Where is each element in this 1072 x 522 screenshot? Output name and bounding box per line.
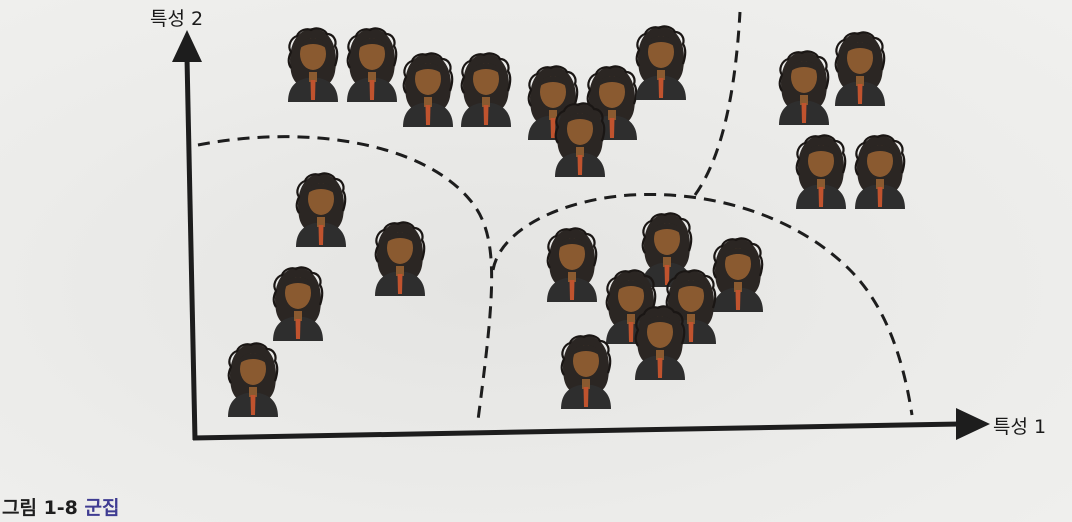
- figure-caption: 그림 1-8 군집: [2, 493, 120, 520]
- person-icon: [345, 26, 399, 104]
- figure-number: 그림 1-8: [2, 497, 78, 519]
- person-icon: [401, 51, 455, 129]
- y-axis: [172, 30, 202, 441]
- person-icon: [559, 333, 613, 411]
- cluster-top: [286, 24, 688, 179]
- person-icon: [633, 304, 687, 382]
- cluster-left: [226, 171, 427, 419]
- cluster-boundaries: [197, 11, 914, 421]
- person-icon: [853, 133, 907, 211]
- person-icon: [545, 226, 599, 304]
- cluster-middle: [545, 211, 765, 411]
- x-axis-label: 특성 1: [993, 416, 1047, 438]
- person-icon: [271, 265, 325, 343]
- boundary-top-right: [693, 11, 742, 196]
- cluster-right: [777, 30, 907, 211]
- person-icon: [634, 24, 688, 102]
- boundary-middle: [491, 192, 914, 416]
- y-axis-label: 특성 2: [150, 8, 204, 30]
- person-icon: [286, 26, 340, 104]
- person-icon: [226, 341, 280, 419]
- person-icon: [373, 220, 427, 298]
- figure-title: 군집: [84, 497, 120, 519]
- person-icon: [294, 171, 348, 249]
- person-icon: [777, 49, 831, 127]
- person-icon: [553, 101, 607, 179]
- boundary-left: [197, 135, 494, 421]
- person-icon: [459, 51, 513, 129]
- x-axis: [192, 408, 990, 441]
- person-icon: [711, 236, 765, 314]
- person-icon: [833, 30, 887, 108]
- person-icon: [794, 133, 848, 211]
